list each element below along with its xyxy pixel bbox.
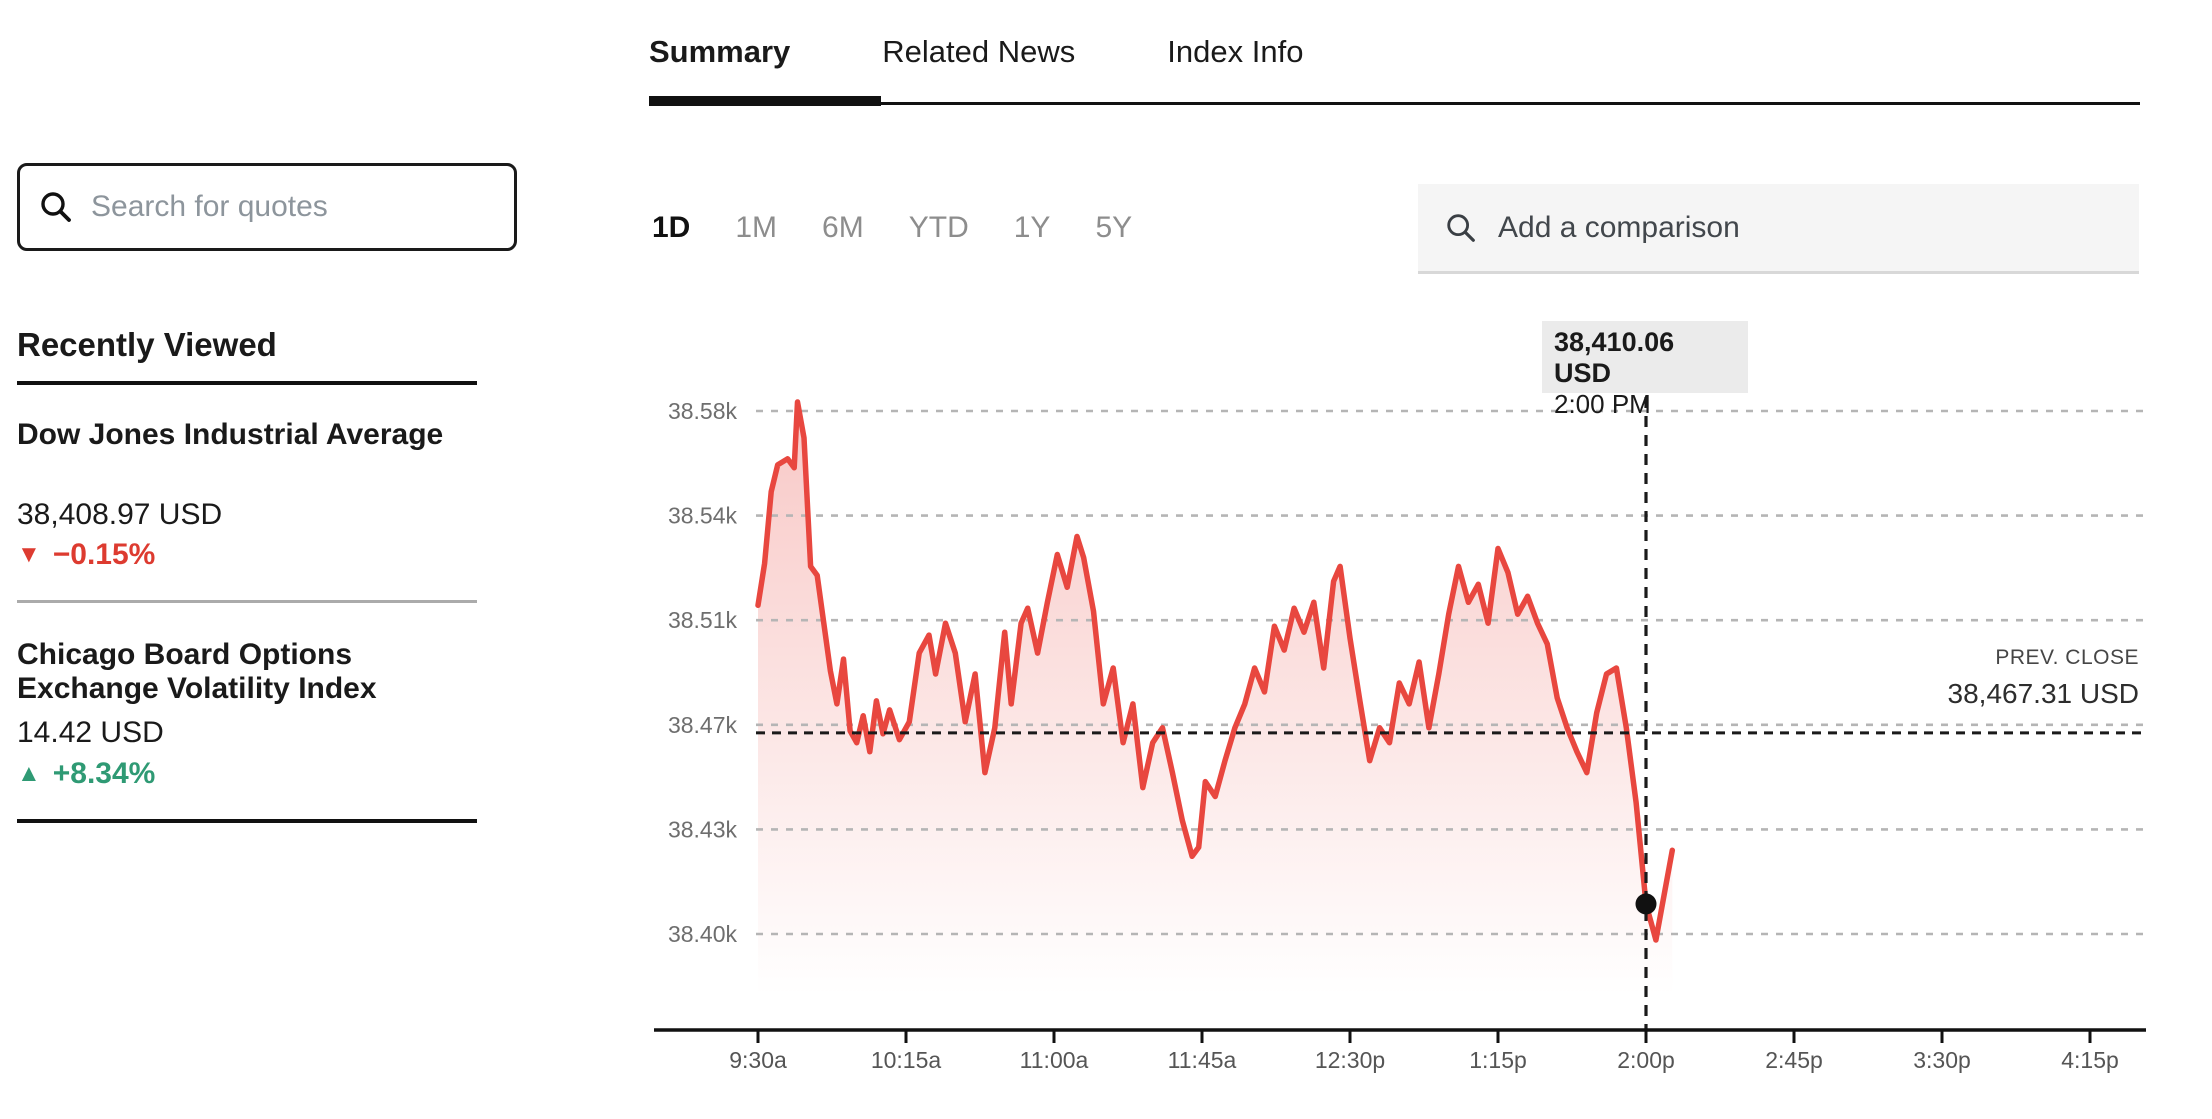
recently-viewed-title: Recently Viewed <box>17 326 277 363</box>
active-tab-indicator <box>649 96 881 106</box>
x-axis-tick-label: 4:15p <box>2061 1047 2119 1073</box>
tabs-divider <box>649 102 2140 105</box>
list-item-djia-name[interactable]: Dow Jones Industrial Average <box>17 418 444 451</box>
range-ytd[interactable]: YTD <box>908 211 969 244</box>
list-item-djia-change: ▼ −0.15% <box>17 538 155 572</box>
x-axis-tick-label: 11:45a <box>1168 1047 1237 1073</box>
x-axis-tick-label: 10:15a <box>871 1047 942 1073</box>
tab-index-info[interactable]: Index Info <box>1167 34 1304 69</box>
comparison-input[interactable] <box>1496 209 2113 246</box>
tab-summary[interactable]: Summary <box>649 34 791 69</box>
search-icon <box>1447 213 1475 242</box>
price-area-fill <box>758 402 1673 1030</box>
search-icon <box>41 192 71 222</box>
selected-point-marker <box>1635 893 1657 915</box>
range-1d[interactable]: 1D <box>652 211 691 244</box>
list-item-vix-change: ▲ +8.34% <box>17 757 155 791</box>
list-item-vix-price: 14.42 USD <box>17 716 164 749</box>
change-value: +8.34% <box>52 757 156 790</box>
quote-tabs: Summary Related News Index Info <box>649 34 1303 70</box>
price-line <box>755 399 1676 943</box>
list-item-djia-price: 38,408.97 USD <box>17 498 223 531</box>
up-arrow-icon: ▲ <box>17 760 41 787</box>
y-axis-tick-label: 38.58k <box>668 398 738 424</box>
y-axis-tick-label: 38.43k <box>668 816 738 842</box>
x-axis-tick-label: 11:00a <box>1020 1047 1089 1073</box>
prev-close-value: 38,467.31 USD <box>1947 678 2139 709</box>
recently-viewed-rule <box>17 381 477 385</box>
x-axis-tick-label: 3:30p <box>1913 1047 1971 1073</box>
range-6m[interactable]: 6M <box>822 211 864 244</box>
change-value: −0.15% <box>52 538 156 571</box>
y-axis-tick-label: 38.51k <box>668 607 738 633</box>
prev-close-readout: PREV. CLOSE 38,467.31 USD <box>1799 646 2139 710</box>
x-axis-tick-label: 2:45p <box>1765 1047 1823 1073</box>
add-comparison-box[interactable] <box>1418 184 2139 274</box>
range-1m[interactable]: 1M <box>735 211 778 244</box>
x-axis-tick-label: 1:15p <box>1469 1047 1527 1073</box>
range-1y[interactable]: 1Y <box>1013 211 1051 244</box>
list-divider <box>17 600 477 603</box>
y-axis-tick-label: 38.54k <box>668 503 738 529</box>
search-input[interactable] <box>89 189 496 225</box>
y-axis-tick-label: 38.47k <box>668 712 738 738</box>
tooltip-price: 38,410.06 USD <box>1554 327 1675 388</box>
prev-close-label: PREV. CLOSE <box>1995 646 2139 669</box>
tooltip-time: 2:00 PM <box>1554 389 1651 419</box>
x-axis-tick-label: 12:30p <box>1315 1047 1385 1073</box>
y-axis-tick-label: 38.40k <box>668 921 738 947</box>
crosshair-tooltip: 38,410.06 USD 2:00 PM <box>1542 321 1748 419</box>
list-item-vix-name[interactable]: Chicago Board Options Exchange Volatilit… <box>17 638 377 705</box>
time-range-selector: 1D 1M 6M YTD 1Y 5Y <box>652 211 1132 245</box>
range-5y[interactable]: 5Y <box>1095 211 1133 244</box>
x-axis-tick-label: 2:00p <box>1617 1047 1675 1073</box>
quote-search-box[interactable] <box>17 163 517 251</box>
tab-related-news[interactable]: Related News <box>882 34 1076 69</box>
x-axis-tick-label: 9:30a <box>729 1047 787 1073</box>
down-arrow-icon: ▼ <box>17 541 41 568</box>
recently-viewed-bottom-rule <box>17 819 477 823</box>
